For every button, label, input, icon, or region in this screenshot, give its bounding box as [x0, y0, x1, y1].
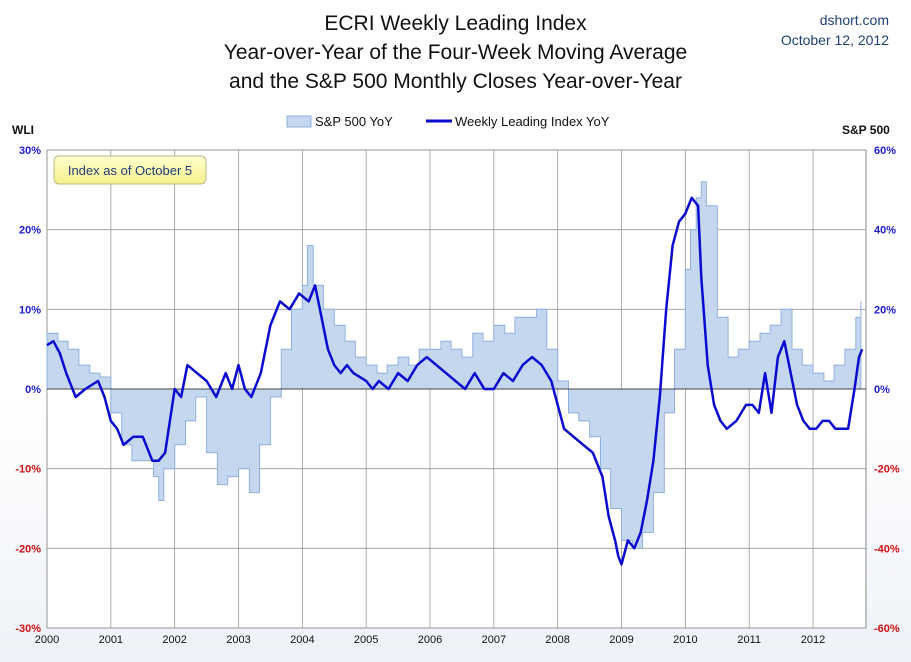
x-tick-label: 2001: [99, 634, 123, 646]
right-axis-ticks: 60% 40% 20% 0% -20% -40% -60%: [874, 145, 900, 635]
left-tick-label: -20%: [15, 543, 41, 555]
wli-line-series: [46, 196, 864, 566]
x-tick-label: 2002: [162, 634, 186, 646]
annotation-text: Index as of October 5: [68, 163, 192, 178]
left-axis-label: WLI: [12, 123, 34, 137]
right-tick-label: 20%: [874, 304, 896, 316]
legend: S&P 500 YoY Weekly Leading Index YoY: [286, 114, 610, 129]
right-tick-label: 0%: [874, 384, 890, 396]
left-tick-label: 20%: [19, 225, 41, 237]
right-tick-label: -40%: [874, 543, 900, 555]
left-tick-label: -10%: [15, 464, 41, 476]
right-tick-label: 60%: [874, 145, 896, 157]
x-axis-ticks: 2000 2001 2002 2003 2004 2005 2006 2007 2008 2009…: [35, 634, 826, 646]
legend-label-wli: Weekly Leading Index YoY: [455, 114, 610, 129]
chart-title-line-1: ECRI Weekly Leading Index: [324, 12, 587, 35]
sp500-area-series: [46, 181, 862, 549]
date-label: October 12, 2012: [780, 32, 889, 48]
right-tick-label: 40%: [874, 225, 896, 237]
x-tick-label: 2004: [290, 634, 314, 646]
gridlines: [46, 149, 866, 629]
source-label: dshort.com: [819, 12, 889, 28]
left-tick-label: 30%: [19, 145, 41, 157]
left-tick-label: 0%: [25, 384, 41, 396]
wli-line: [46, 196, 864, 566]
right-tick-label: -60%: [874, 623, 900, 635]
x-tick-label: 2003: [226, 634, 250, 646]
x-tick-label: 2011: [737, 634, 761, 646]
x-tick-label: 2000: [35, 634, 59, 646]
legend-swatch-sp500: [286, 115, 312, 128]
left-tick-label: 10%: [19, 304, 41, 316]
x-tick-label: 2005: [354, 634, 378, 646]
x-tick-label: 2009: [609, 634, 633, 646]
x-tick-label: 2008: [545, 634, 569, 646]
x-tick-label: 2010: [673, 634, 697, 646]
legend-label-sp500: S&P 500 YoY: [315, 114, 393, 129]
chart-title-line-3: and the S&P 500 Monthly Closes Year-over…: [229, 70, 682, 93]
left-axis-ticks: 30% 20% 10% 0% -10% -20% -30%: [15, 145, 41, 635]
x-tick-label: 2006: [418, 634, 442, 646]
sp500-area: [46, 181, 862, 549]
annotation-box: Index as of October 5: [53, 155, 207, 185]
left-tick-label: -30%: [15, 623, 41, 635]
x-tick-label: 2007: [482, 634, 506, 646]
x-tick-label: 2012: [801, 634, 825, 646]
right-tick-label: -20%: [874, 464, 900, 476]
right-axis-label: S&P 500: [842, 123, 890, 137]
chart-title-line-2: Year-over-Year of the Four-Week Moving A…: [223, 41, 688, 64]
